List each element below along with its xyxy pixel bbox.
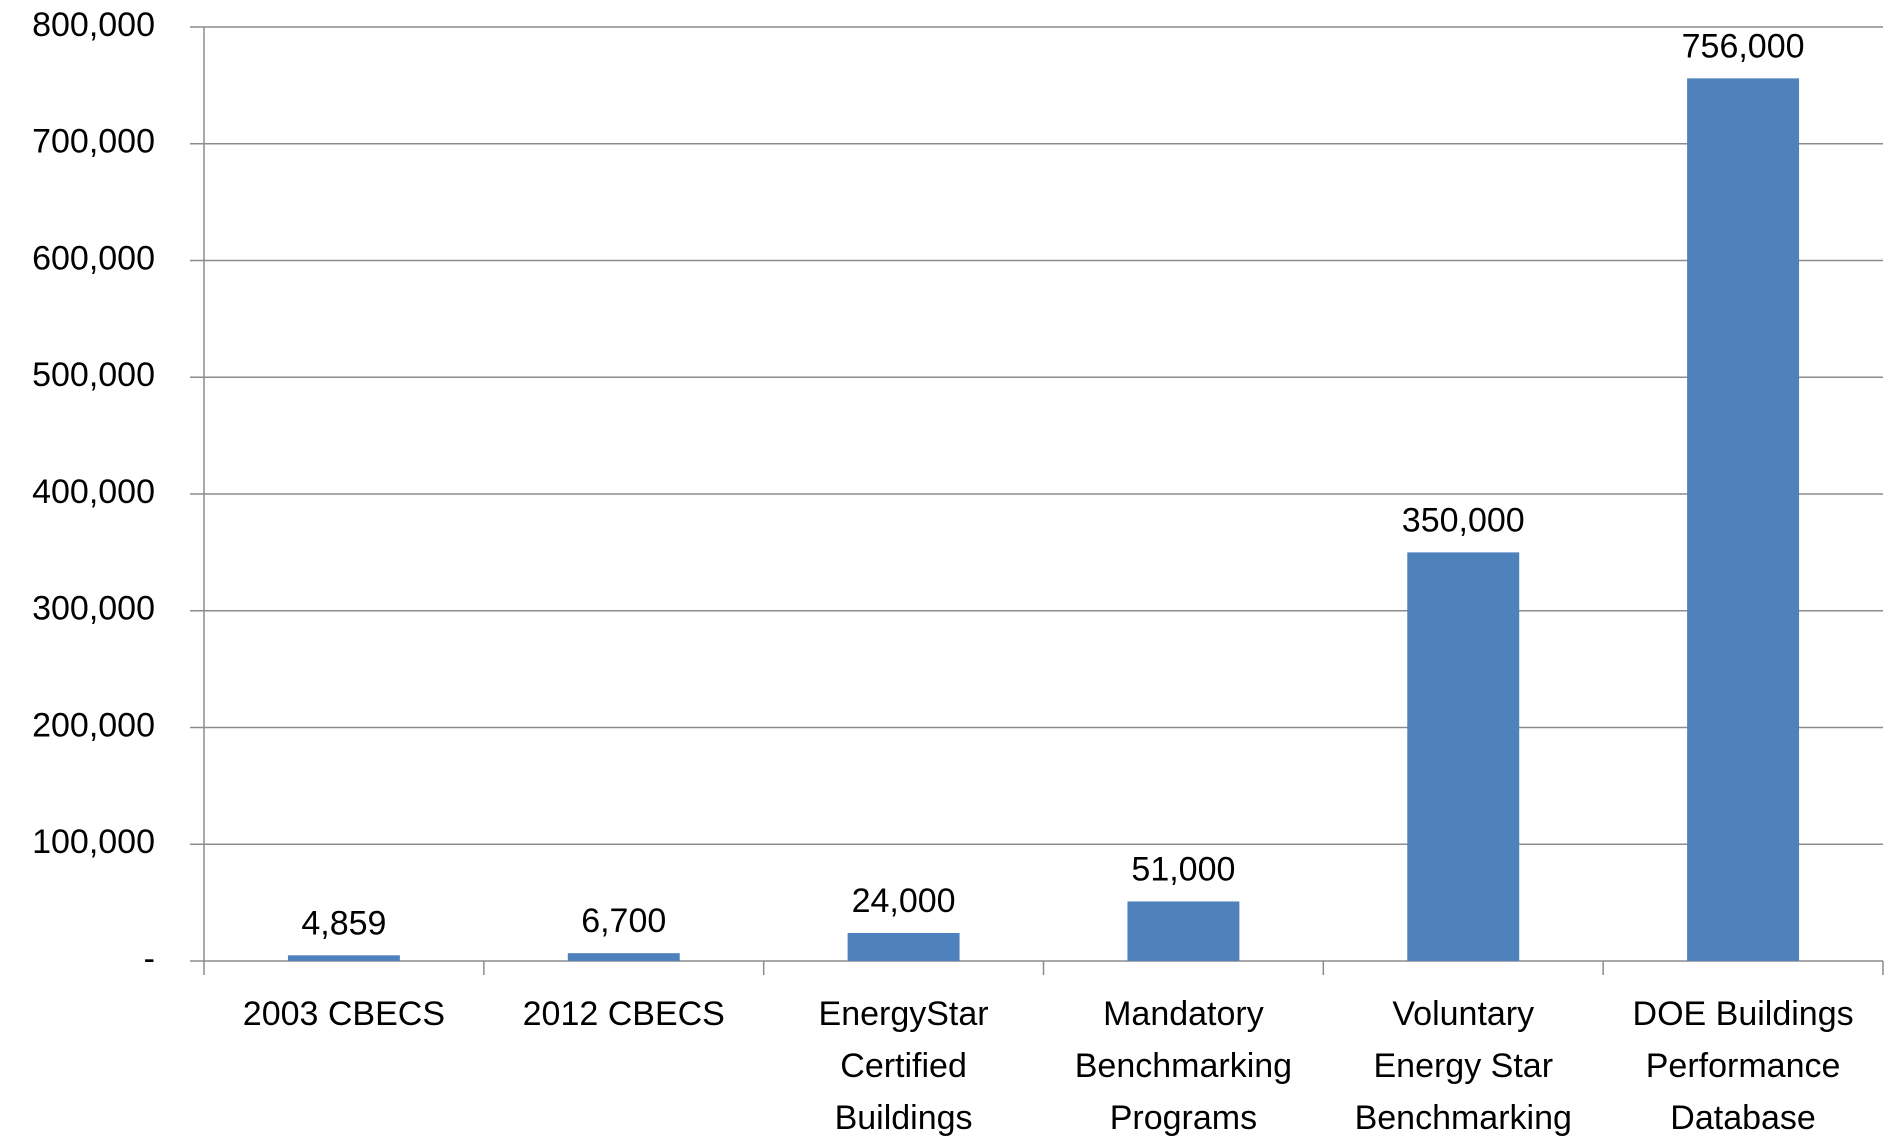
x-tick-label: Certified <box>840 1047 967 1085</box>
bar <box>847 932 960 961</box>
x-tick-label: Buildings <box>835 1099 973 1137</box>
y-tick-label: - <box>144 940 155 978</box>
y-tick-label: 800,000 <box>32 6 155 44</box>
bar <box>567 953 680 961</box>
x-tick-label: Programs <box>1110 1099 1257 1137</box>
y-tick-label: 600,000 <box>32 239 155 277</box>
value-label: 350,000 <box>1402 501 1525 539</box>
bar <box>1407 552 1520 961</box>
x-tick-label: Mandatory <box>1103 995 1264 1033</box>
x-tick-label: EnergyStar <box>819 995 989 1033</box>
bar <box>287 955 400 961</box>
x-tick-label: Benchmarking <box>1355 1099 1572 1137</box>
bar <box>1687 78 1800 962</box>
value-label: 6,700 <box>581 902 666 940</box>
y-tick-label: 200,000 <box>32 706 155 744</box>
value-label: 4,859 <box>301 904 386 942</box>
x-tick-label: Voluntary <box>1392 995 1534 1033</box>
x-tick-label: 2012 CBECS <box>523 995 725 1033</box>
x-tick-label: Database <box>1670 1099 1816 1137</box>
x-tick-label: 2003 CBECS <box>243 995 445 1033</box>
bar <box>1127 901 1240 961</box>
y-tick-label: 700,000 <box>32 123 155 161</box>
y-tick-label: 100,000 <box>32 823 155 861</box>
x-tick-label: DOE Buildings <box>1633 995 1854 1033</box>
x-tick-label: Benchmarking <box>1075 1047 1292 1085</box>
value-label: 756,000 <box>1682 27 1805 65</box>
y-tick-label: 300,000 <box>32 590 155 628</box>
x-tick-label: Performance <box>1646 1047 1841 1085</box>
value-label: 51,000 <box>1131 850 1235 888</box>
value-label: 24,000 <box>852 882 956 920</box>
y-tick-label: 500,000 <box>32 356 155 394</box>
y-tick-label: 400,000 <box>32 473 155 511</box>
x-tick-label: Energy Star <box>1373 1047 1553 1085</box>
